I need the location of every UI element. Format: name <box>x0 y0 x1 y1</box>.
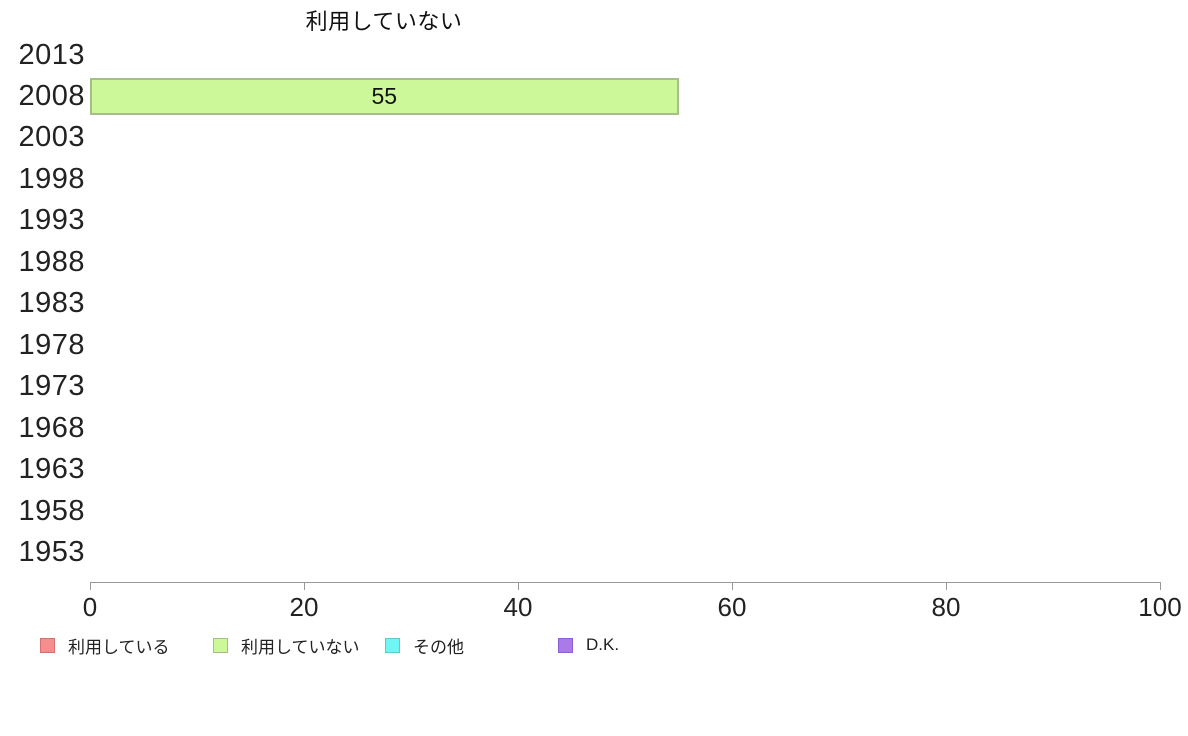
legend-label: その他 <box>413 637 464 657</box>
x-axis-tick-label: 0 <box>82 592 98 622</box>
x-axis-tick <box>946 582 947 590</box>
x-axis-tick <box>1160 582 1161 590</box>
legend-item-3: その他 <box>385 635 464 657</box>
legend-item-2: 利用していない <box>213 635 360 657</box>
x-axis-tick-label: 80 <box>931 592 961 622</box>
legend-item-1: 利用している <box>40 635 170 657</box>
legend-swatch <box>40 637 55 653</box>
x-axis-tick-label: 40 <box>503 592 533 622</box>
y-axis-label: 1978 <box>18 328 85 361</box>
y-axis-label: 2003 <box>18 121 85 154</box>
x-axis-tick-label: 20 <box>289 592 319 622</box>
x-axis-tick <box>518 582 519 590</box>
y-axis-label: 2013 <box>18 38 85 71</box>
y-axis-label: 1973 <box>18 370 85 403</box>
y-axis-label: 1963 <box>18 453 85 486</box>
legend-label: D.K. <box>586 635 620 654</box>
y-axis-label: 1968 <box>18 411 85 444</box>
y-axis-label: 2008 <box>18 79 85 112</box>
legend-item-4: D.K. <box>558 635 619 655</box>
chart-title: 利用していない <box>305 9 463 34</box>
x-axis-tick-label: 100 <box>1138 592 1182 622</box>
y-axis-label: 1988 <box>18 245 85 278</box>
legend-swatch <box>558 637 573 653</box>
y-axis-label: 1998 <box>18 162 85 195</box>
y-axis-label: 1983 <box>18 287 85 320</box>
x-axis-tick-label: 60 <box>717 592 747 622</box>
y-axis-label: 1953 <box>18 536 85 569</box>
y-axis-label: 1958 <box>18 494 85 527</box>
bar-2008: 55 <box>90 77 679 115</box>
legend-label: 利用していない <box>241 637 360 657</box>
legend-swatch <box>213 637 228 653</box>
x-axis-tick <box>90 582 91 590</box>
legend-swatch <box>385 637 400 653</box>
x-axis-tick <box>304 582 305 590</box>
x-axis-line <box>90 582 1160 583</box>
y-axis-label: 1993 <box>18 204 85 237</box>
x-axis-tick <box>732 582 733 590</box>
legend-label: 利用している <box>68 637 170 657</box>
bar-value-label: 55 <box>371 82 398 109</box>
